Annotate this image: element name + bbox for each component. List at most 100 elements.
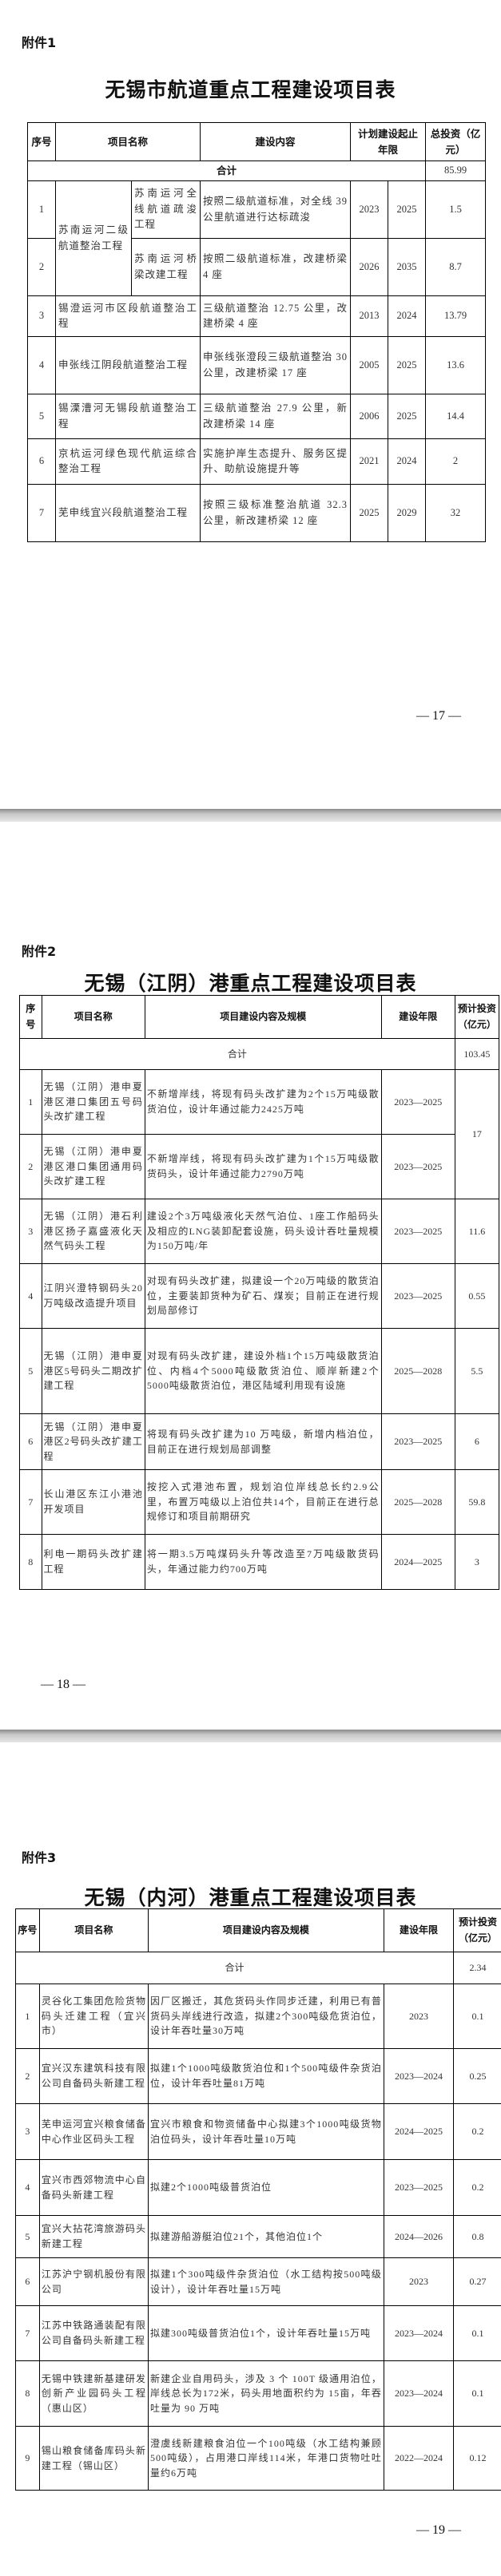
- investment: 13.79: [425, 295, 487, 337]
- end-year: 2025: [388, 336, 427, 394]
- header-name: 项目名称: [41, 995, 145, 1039]
- header-content: 项目建设内容及规模: [144, 995, 382, 1039]
- page-number: — 18 —: [41, 1678, 85, 1691]
- investment: 0.27: [453, 2257, 501, 2306]
- project-content: 按挖入式港池布置，规划泊位岸线总长约2.9公里，布置万吨级以上泊位共14个，目前…: [144, 1469, 382, 1535]
- investment: 0.55: [454, 1263, 500, 1329]
- row-number: 9: [15, 2426, 40, 2491]
- header-content: 建设内容: [200, 122, 352, 161]
- page-title: 无锡市航道重点工程建设项目表: [105, 78, 396, 101]
- project-content: 三级航道整治 12.75 公里，改建桥梁 4 座: [200, 295, 352, 337]
- header-no: 序号: [27, 122, 56, 161]
- project-name: 江苏中铁路通装配有限公司自备码头新建工程: [38, 2305, 149, 2361]
- investment: 0.1: [453, 1984, 501, 2049]
- investment: 0.2: [453, 2103, 501, 2160]
- row-number: 1: [15, 1984, 40, 2049]
- header-invest: 预计投资（亿元）: [453, 1908, 501, 1952]
- investment: 8.7: [425, 238, 487, 296]
- project-content: 不新增岸线，将现有码头改扩建为1个15万吨级散货码头，设计年通过能力2790万吨: [144, 1134, 382, 1199]
- total-row: 合计 2.34: [14, 1952, 501, 1984]
- row-number: 2: [15, 2048, 40, 2104]
- construction-years: 2024—2025: [383, 2103, 455, 2160]
- investment: 0.1: [453, 2360, 501, 2427]
- start-year: 2005: [350, 336, 389, 394]
- project-name: 锡溧漕河无锡段航道整治工程: [54, 394, 201, 439]
- row-number: 2: [27, 238, 56, 296]
- project-content: 因厂区搬迁，其危货码头作同步迁建，利用已有普货码头岸线进行改造，拟建2个300吨…: [147, 1984, 384, 2049]
- project-content: 按照二级航道标准，对全线 39 公里航道进行达标疏浚: [200, 180, 352, 239]
- end-year: 2025: [388, 394, 427, 439]
- page-separator: [0, 1730, 501, 1742]
- construction-years: 2023—2024: [383, 2360, 455, 2427]
- project-name: 宜兴市西郊物流中心自备码头新建工程: [38, 2159, 149, 2216]
- total-row: 合计 103.45: [19, 1038, 500, 1070]
- construction-years: 2023—2024: [383, 2048, 455, 2104]
- project-name: 无锡（江阴）港申夏港区5号码头二期改扩建工程: [41, 1328, 145, 1414]
- construction-years: 2023—2025: [380, 1199, 455, 1264]
- project-content: 拟建游船游艇泊位21个，其他泊位1个: [147, 2215, 384, 2258]
- investment: 0.1: [453, 2305, 501, 2361]
- table-row: 3 芜申运河宜兴粮食储备中心作业区码头工程 宜兴市粮食和物资储备中心拟建3个1000…: [15, 2103, 501, 2160]
- row-number: 4: [19, 1263, 42, 1329]
- total-value: 2.34: [453, 1952, 501, 1984]
- project-content: 新建企业自用码头，涉及 3 个 100T 级通用泊位，岸线总长为172米，码头用…: [147, 2360, 384, 2427]
- table-row: 4 申张线江阴段航道整治工程 申张线张澄段三级航道整治 30 公里，改建桥梁 17 …: [27, 336, 487, 394]
- end-year: 2024: [388, 295, 427, 337]
- table-row: 3 无锡（江阴）港石利港区扬子嘉盛液化天然气码头工程 建设2个3万吨级液化天然气泊位…: [19, 1199, 500, 1264]
- header-content: 项目建设内容及规模: [147, 1908, 384, 1952]
- row-number: 4: [27, 336, 56, 394]
- investment: 0.8: [453, 2215, 501, 2258]
- header-row: 序号 项目名称 建设内容 计划建设起止年限 总投资（亿元）: [27, 122, 487, 161]
- row-number: 1: [27, 180, 56, 239]
- project-name: 利电一期码头改扩建工程: [41, 1534, 145, 1590]
- row-number: 7: [19, 1469, 42, 1535]
- construction-years: 2022—2024: [383, 2426, 455, 2491]
- table-row: 7 芜申线宜兴段航道整治工程 按照三级标准整治航道 32.3 公里，新改建桥梁 12…: [27, 484, 487, 542]
- header-years: 建设年限: [383, 1908, 455, 1952]
- construction-years: 2023—2025: [383, 2159, 455, 2216]
- row-number: 1: [19, 1069, 42, 1135]
- annex-label: 附件1: [22, 35, 57, 50]
- total-label: 合计: [26, 161, 427, 181]
- project-name: 无锡（江阴）港申夏港区2号码头改扩建工程: [41, 1413, 145, 1470]
- row-number: 5: [19, 1328, 42, 1414]
- start-year: 2026: [350, 238, 389, 296]
- project-content: 实施护岸生态提升、服务区提升、助航设施提升等: [200, 438, 352, 485]
- row-number: 3: [27, 295, 56, 337]
- project-name: 苏南运河桥梁改建工程: [130, 238, 201, 296]
- project-content: 申张线张澄段三级航道整治 30 公里，改建桥梁 17 座: [200, 336, 352, 394]
- row-number: 5: [15, 2215, 40, 2258]
- project-name: 宜兴汉东建筑科技有限公司自备码头新建工程: [38, 2048, 149, 2104]
- construction-years: 2024—2025: [380, 1534, 455, 1590]
- investment: 1.5: [425, 180, 487, 239]
- end-year: 2024: [388, 438, 427, 485]
- header-invest: 总投资（亿元）: [425, 122, 487, 161]
- project-name: 宜兴大拈花湾旅游码头新建工程: [38, 2215, 149, 2258]
- row-number: 6: [15, 2257, 40, 2306]
- row-number: 3: [19, 1199, 42, 1264]
- row-number: 5: [27, 394, 56, 439]
- project-content: 将一期3.5万吨煤码头升等改造至7万吨级散货码头，年通过能力约700万吨: [144, 1534, 382, 1590]
- row-number: 6: [19, 1413, 42, 1470]
- table-row: 6 京杭运河绿色现代航运综合整治工程 实施护岸生态提升、服务区提升、助航设施提升等 2…: [27, 438, 487, 485]
- total-value: 103.45: [454, 1038, 500, 1070]
- start-year: 2006: [350, 394, 389, 439]
- table-row: 1 苏南运河二级航道整治工程 苏南运河全线航道疏浚工程 按照二级航道标准，对全线 39…: [27, 180, 487, 296]
- row-number: 6: [27, 438, 56, 485]
- table-row: 8 利电一期码头改扩建工程 将一期3.5万吨煤码头升等改造至7万吨级散货码头，年通过…: [19, 1534, 500, 1590]
- table-row: 5 宜兴大拈花湾旅游码头新建工程 拟建游船游艇泊位21个，其他泊位1个 2024—20…: [15, 2215, 501, 2258]
- project-name: 长山港区东江小港池开发项目: [41, 1469, 145, 1535]
- page-number: — 19 —: [416, 2523, 461, 2537]
- investment: 0.12: [453, 2426, 501, 2491]
- total-row: 合计 85.99: [26, 161, 487, 181]
- row-number: 7: [27, 484, 56, 542]
- table-row: 2 宜兴汉东建筑科技有限公司自备码头新建工程 拟建1个1000吨级散货泊位和1个50…: [15, 2048, 501, 2104]
- investment: 5.5: [454, 1328, 500, 1414]
- table-row: 9 锡山粮食储备库码头新建工程（锡山区） 澄虞线新建粮食泊位一个100吨级（水工结构…: [15, 2426, 501, 2491]
- project-content: 建设2个3万吨级液化天然气泊位、1座工作船码头及相应的LNG装卸配套设施，码头设…: [144, 1199, 382, 1264]
- table-row: 4 宜兴市西郊物流中心自备码头新建工程 拟建2个1000吨级普货泊位 2023—202…: [15, 2159, 501, 2216]
- row-number: 8: [19, 1534, 42, 1590]
- project-content: 按照三级标准整治航道 32.3 公里，新改建桥梁 12 座: [200, 484, 352, 542]
- investment: 0.25: [453, 2048, 501, 2104]
- project-content: 宜兴市粮食和物资储备中心拟建3个1000吨级货物泊位码头，设计年吞吐量10万吨: [147, 2103, 384, 2160]
